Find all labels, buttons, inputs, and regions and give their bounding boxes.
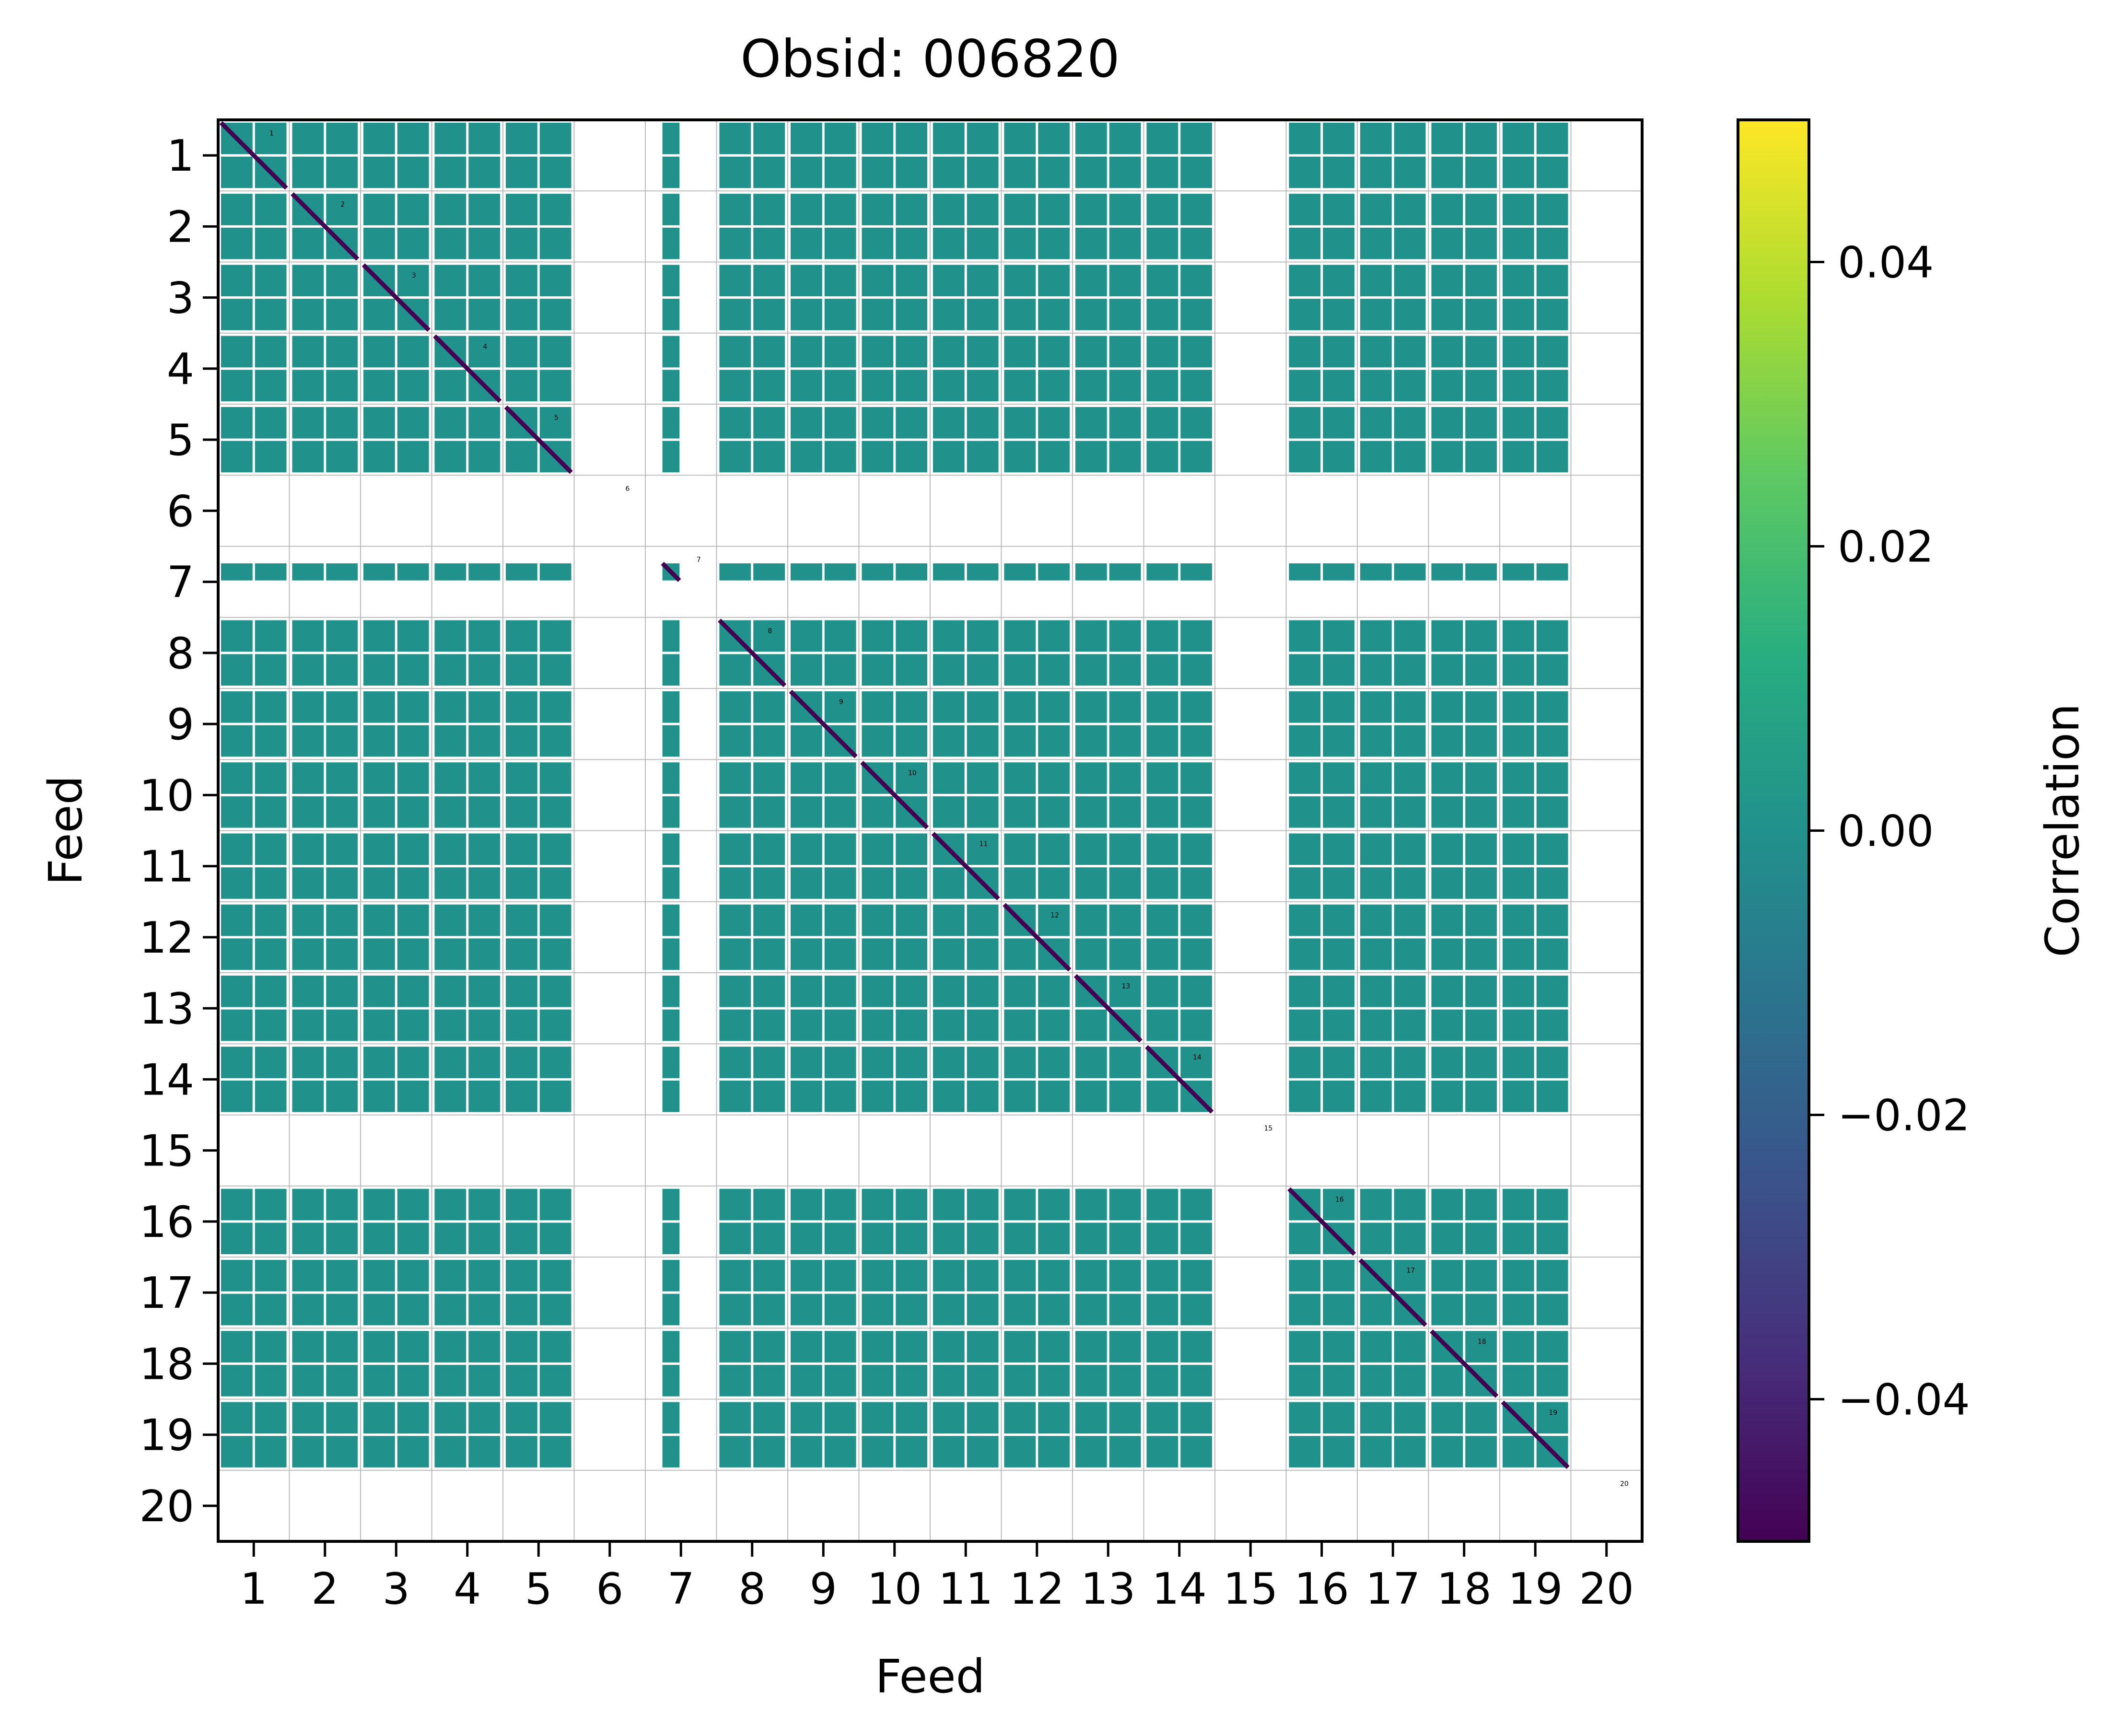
x-tick-label-3: 3 [383, 1564, 410, 1614]
x-tick-label-15: 15 [1223, 1564, 1278, 1614]
x-tick-label-18: 18 [1436, 1564, 1492, 1614]
x-tick-label-19: 19 [1508, 1564, 1563, 1614]
colorbar-tick-label-1: 0.02 [1838, 522, 1934, 572]
diag-label-6: 6 [625, 485, 630, 493]
colorbar-tick-label-3: −0.02 [1838, 1091, 1970, 1141]
diagonal-13 [1073, 974, 1143, 1043]
y-tick-label-6: 6 [167, 486, 194, 536]
x-tick-label-5: 5 [525, 1564, 552, 1614]
y-tick-label-16: 16 [139, 1197, 194, 1247]
diag-label-4: 4 [483, 343, 487, 350]
y-tick-label-18: 18 [139, 1339, 194, 1389]
y-tick-label-11: 11 [139, 842, 194, 892]
diagonal-9 [789, 689, 858, 758]
diagonal-17 [1358, 1258, 1427, 1327]
diagonal-1 [219, 121, 288, 190]
x-tick-label-20: 20 [1579, 1564, 1634, 1614]
diagonal-18 [1430, 1329, 1499, 1398]
x-tick-label-8: 8 [738, 1564, 766, 1614]
diagonal-3 [362, 263, 431, 332]
y-tick-label-7: 7 [167, 558, 194, 608]
colorbar-ticks: 0.04 0.02 0.00 −0.02 −0.04 [1809, 238, 1970, 1425]
diag-label-3: 3 [412, 272, 416, 280]
diagonal-2 [291, 192, 360, 261]
y-tick-label-20: 20 [139, 1481, 194, 1532]
heatmap-cells [218, 120, 1642, 1541]
x-tick-label-14: 14 [1152, 1564, 1207, 1614]
x-tick-label-1: 1 [240, 1564, 268, 1614]
y-tick-label-14: 14 [139, 1055, 194, 1105]
diagonal-11 [931, 832, 1000, 901]
diag-label-16: 16 [1335, 1196, 1344, 1203]
diagonal-4 [433, 334, 502, 403]
feed-grid-lines [218, 120, 1642, 1541]
y-tick-label-9: 9 [167, 699, 194, 750]
x-tick-label-7: 7 [667, 1564, 695, 1614]
diag-label-18: 18 [1478, 1338, 1486, 1346]
diagonal-16 [1287, 1187, 1356, 1256]
diagonal-12 [1003, 903, 1072, 972]
diag-label-8: 8 [768, 627, 772, 635]
diagonal-10 [860, 760, 929, 829]
diagonal-14 [1145, 1045, 1214, 1114]
diag-label-10: 10 [908, 769, 917, 777]
diagonal-7 [661, 561, 681, 582]
diag-label-7: 7 [697, 556, 701, 564]
y-tick-label-3: 3 [167, 273, 194, 324]
x-tick-label-9: 9 [810, 1564, 837, 1614]
diag-label-9: 9 [839, 699, 843, 706]
diag-label-1: 1 [269, 130, 274, 138]
colorbar [1737, 118, 1810, 1543]
diag-label-12: 12 [1050, 911, 1059, 919]
diag-label-14: 14 [1193, 1054, 1201, 1061]
x-axis-ticks: 1 2 3 4 5 6 7 8 9 10 11 12 13 14 15 16 17 18 19 20 [240, 1541, 1634, 1614]
x-tick-label-17: 17 [1365, 1564, 1421, 1614]
chart-title: Obsid: 006820 [740, 29, 1120, 89]
diag-label-20: 20 [1620, 1480, 1629, 1488]
y-tick-label-8: 8 [167, 629, 194, 679]
y-tick-label-10: 10 [139, 770, 194, 821]
x-tick-label-16: 16 [1294, 1564, 1349, 1614]
y-tick-label-17: 17 [139, 1268, 194, 1318]
colorbar-label: Correlation [2036, 703, 2089, 957]
x-tick-label-12: 12 [1009, 1564, 1064, 1614]
x-tick-label-2: 2 [311, 1564, 338, 1614]
diag-label-19: 19 [1549, 1409, 1557, 1417]
x-tick-label-13: 13 [1081, 1564, 1136, 1614]
diag-label-2: 2 [340, 201, 345, 209]
colorbar-tick-label-0: 0.04 [1838, 238, 1934, 288]
diag-label-11: 11 [979, 840, 988, 848]
colorbar-tick-label-4: −0.04 [1838, 1375, 1970, 1425]
diag-label-17: 17 [1406, 1267, 1415, 1275]
y-tick-label-4: 4 [167, 344, 194, 395]
plot-frame [217, 118, 1644, 1543]
x-tick-label-4: 4 [454, 1564, 481, 1614]
x-tick-label-10: 10 [867, 1564, 922, 1614]
y-tick-label-12: 12 [139, 913, 194, 963]
diagonal-8 [718, 618, 787, 687]
x-tick-label-11: 11 [938, 1564, 993, 1614]
diag-label-13: 13 [1121, 983, 1130, 990]
colorbar-tick-label-2: 0.00 [1838, 806, 1934, 857]
y-tick-label-15: 15 [139, 1126, 194, 1177]
diagonal-19 [1501, 1400, 1570, 1469]
y-axis-label: Feed [39, 775, 93, 885]
x-axis-label: Feed [875, 1650, 985, 1703]
diag-label-5: 5 [554, 414, 559, 422]
y-tick-label-5: 5 [167, 415, 194, 466]
y-tick-label-13: 13 [139, 984, 194, 1034]
diagonal-5 [504, 405, 573, 474]
y-tick-label-2: 2 [167, 202, 194, 252]
x-tick-label-6: 6 [596, 1564, 623, 1614]
y-tick-label-1: 1 [167, 131, 194, 181]
y-tick-label-19: 19 [139, 1410, 194, 1461]
diag-label-15: 15 [1264, 1125, 1272, 1132]
